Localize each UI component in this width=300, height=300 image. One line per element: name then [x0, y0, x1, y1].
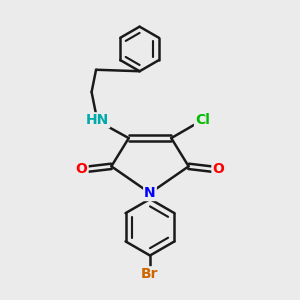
Text: O: O — [212, 162, 224, 176]
Text: O: O — [76, 162, 88, 176]
Text: HN: HN — [86, 113, 109, 127]
Text: N: N — [144, 186, 156, 200]
Text: Cl: Cl — [195, 113, 210, 127]
Text: Br: Br — [141, 267, 159, 281]
